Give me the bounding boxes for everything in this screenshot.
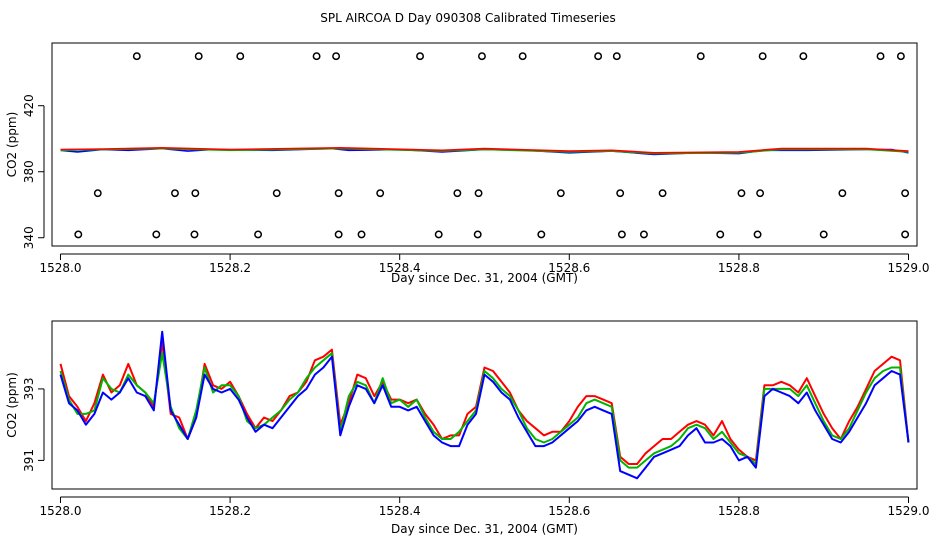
series-line-green (59, 352, 910, 469)
y-tick-label: 391 (22, 449, 36, 472)
data-point (190, 230, 199, 239)
data-point (819, 230, 828, 239)
x-axis-label: Day since Dec. 31, 2004 (GMT) (391, 271, 578, 285)
data-point (838, 189, 847, 198)
data-point (236, 52, 245, 61)
x-tick-label: 1528.0 (39, 504, 81, 518)
data-point (132, 52, 141, 61)
plot-frame (51, 320, 918, 490)
data-point (473, 230, 482, 239)
x-tick-label: 1529.0 (888, 261, 930, 275)
data-point (357, 230, 366, 239)
x-axis: 1528.0 1528.2 1528.4 1528.6 1528.8 1529.0 (39, 253, 930, 275)
series-line-red (59, 341, 910, 465)
point-series-markers-mid (93, 189, 910, 198)
y-tick-label: 380 (22, 160, 36, 183)
y-axis: 340 380 420 (22, 94, 45, 249)
plot-frame (51, 42, 918, 247)
data-point (658, 189, 667, 198)
data-point (254, 230, 263, 239)
y-axis-label: CO2 (ppm) (5, 112, 19, 178)
data-point (93, 189, 102, 198)
x-tick-label: 1529.0 (888, 504, 930, 518)
data-point (416, 52, 424, 61)
data-point (616, 189, 625, 198)
data-point (617, 230, 626, 239)
data-point (191, 189, 200, 198)
data-point (334, 230, 343, 239)
series-group (60, 147, 909, 156)
x-tick-label: 1528.6 (548, 504, 590, 518)
data-point (332, 52, 341, 61)
data-point (272, 189, 281, 198)
x-tick-label: 1528.4 (379, 261, 421, 275)
data-point (518, 52, 527, 61)
series-group (59, 330, 910, 480)
data-point (639, 230, 648, 239)
data-point (194, 52, 203, 61)
data-point (737, 189, 746, 198)
data-point (376, 189, 385, 198)
data-point (901, 230, 910, 239)
y-tick-label: 393 (22, 377, 36, 400)
data-point (312, 52, 321, 61)
top-panel: 1528.0 1528.2 1528.4 1528.6 1528.8 1529.0 Day … (5, 42, 930, 285)
data-point (334, 189, 343, 198)
data-point (758, 52, 767, 61)
y-tick-label: 420 (22, 94, 36, 117)
data-point (537, 230, 546, 239)
y-tick-label: 340 (22, 226, 36, 249)
data-point (74, 230, 83, 239)
x-tick-label: 1528.2 (209, 504, 251, 518)
point-series-markers-low (74, 230, 910, 239)
data-point (612, 52, 621, 61)
data-point (716, 230, 725, 239)
data-point (594, 52, 603, 61)
x-tick-label: 1528.8 (718, 261, 760, 275)
x-tick-label: 1528.6 (548, 261, 590, 275)
data-point (876, 52, 885, 61)
data-point (434, 230, 443, 239)
data-point (171, 189, 179, 198)
series-line-blue (59, 330, 910, 480)
data-point (753, 230, 762, 239)
data-point (478, 52, 486, 61)
x-tick-label: 1528.8 (718, 504, 760, 518)
point-series-markers-high (132, 52, 905, 61)
data-point (556, 189, 565, 198)
bottom-panel: 1528.0 1528.2 1528.4 1528.6 1528.8 1529.0 Day … (5, 320, 930, 536)
series-line-red (60, 147, 909, 154)
data-point (696, 52, 705, 61)
data-point (474, 189, 483, 198)
data-point (901, 189, 910, 198)
figure-title: SPL AIRCOA D Day 090308 Calibrated Times… (320, 11, 615, 25)
data-point (152, 230, 161, 239)
data-point (896, 52, 905, 61)
y-axis: 391 393 (22, 377, 45, 472)
x-tick-label: 1528.2 (209, 261, 251, 275)
x-axis: 1528.0 1528.2 1528.4 1528.6 1528.8 1529.0 (39, 496, 930, 518)
data-point (799, 52, 808, 61)
x-tick-label: 1528.0 (39, 261, 81, 275)
y-axis-label: CO2 (ppm) (5, 372, 19, 438)
data-point (756, 189, 765, 198)
data-point (453, 189, 462, 198)
x-axis-label: Day since Dec. 31, 2004 (GMT) (391, 522, 578, 536)
x-tick-label: 1528.4 (379, 504, 421, 518)
